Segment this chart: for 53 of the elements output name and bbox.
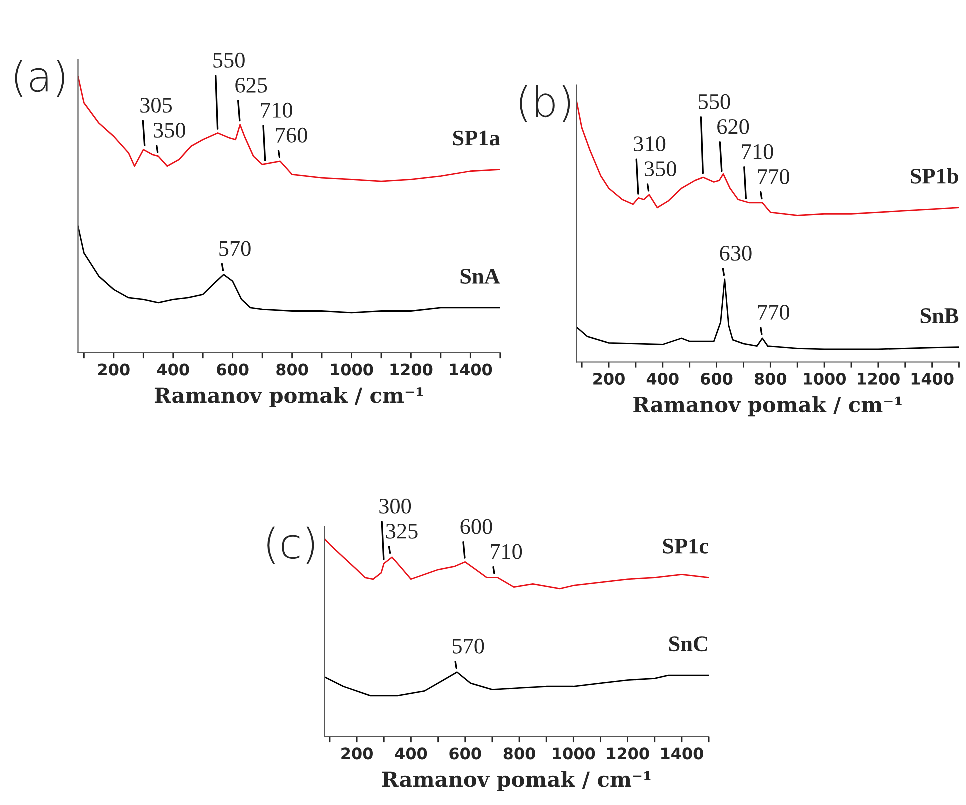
annotation: 570 [452,638,484,654]
annotation: 710 [742,144,774,160]
x-tick-label: 1000 [804,372,846,386]
annotation: 770 [758,304,790,320]
x-tick-label: 200 [594,372,625,386]
annotation: 300 [380,498,412,514]
annotation: 600 [460,519,492,534]
annotation: 550 [214,52,245,68]
x-axis-title: Ramanov pomak / cm⁻¹ [154,387,424,408]
x-tick-label: 400 [646,372,679,386]
x-tick-label: 1400 [662,748,704,760]
x-tick-label: 200 [98,364,130,376]
annotation: 620 [718,119,750,134]
series-label: SnC [669,636,708,652]
annotation: 305 [140,98,172,113]
annotation: 625 [236,78,268,93]
series-label: SP1a [453,130,500,146]
x-tick-label: 1400 [450,364,492,376]
x-axis-title: Ramanov pomak / cm⁻¹ [634,396,902,417]
x-tick-label: 800 [276,364,308,376]
x-axis-title: Ramanov pomak / cm⁻¹ [382,771,651,792]
annotation: 325 [386,524,418,539]
annotation: 570 [220,241,251,256]
annotation: 710 [491,544,522,560]
x-tick-label: 1000 [553,748,596,760]
series-label: SnA [460,269,500,284]
x-tick-label: 600 [450,748,482,760]
x-tick-label: 400 [157,364,190,376]
x-tick-label: 1200 [607,748,650,760]
annotation: 770 [758,169,790,184]
annotation: 760 [276,128,308,143]
x-tick-label: 1400 [912,372,954,386]
x-tick-label: 400 [395,748,428,760]
annotation: 350 [644,162,676,177]
x-tick-label: 600 [217,364,249,376]
chart-title: (c) [268,526,314,564]
series-label: SP1c [663,538,708,554]
x-tick-label: 800 [754,372,787,386]
annotation: 710 [261,102,292,118]
x-tick-label: 800 [504,748,536,760]
x-tick-label: 200 [342,748,373,760]
x-tick-label: 600 [701,372,733,386]
x-tick-label: 1000 [331,364,374,376]
x-tick-label: 1200 [858,372,900,386]
series-label: SnB [920,308,959,324]
annotation: 310 [634,136,666,152]
chart-title: (b) [520,85,570,122]
annotation: 630 [720,246,752,261]
series-label: SP1b [911,168,958,184]
x-tick-label: 1200 [390,364,433,376]
annotation: 350 [154,122,186,138]
chart-title: (a) [15,60,64,98]
annotation: 550 [699,94,730,110]
